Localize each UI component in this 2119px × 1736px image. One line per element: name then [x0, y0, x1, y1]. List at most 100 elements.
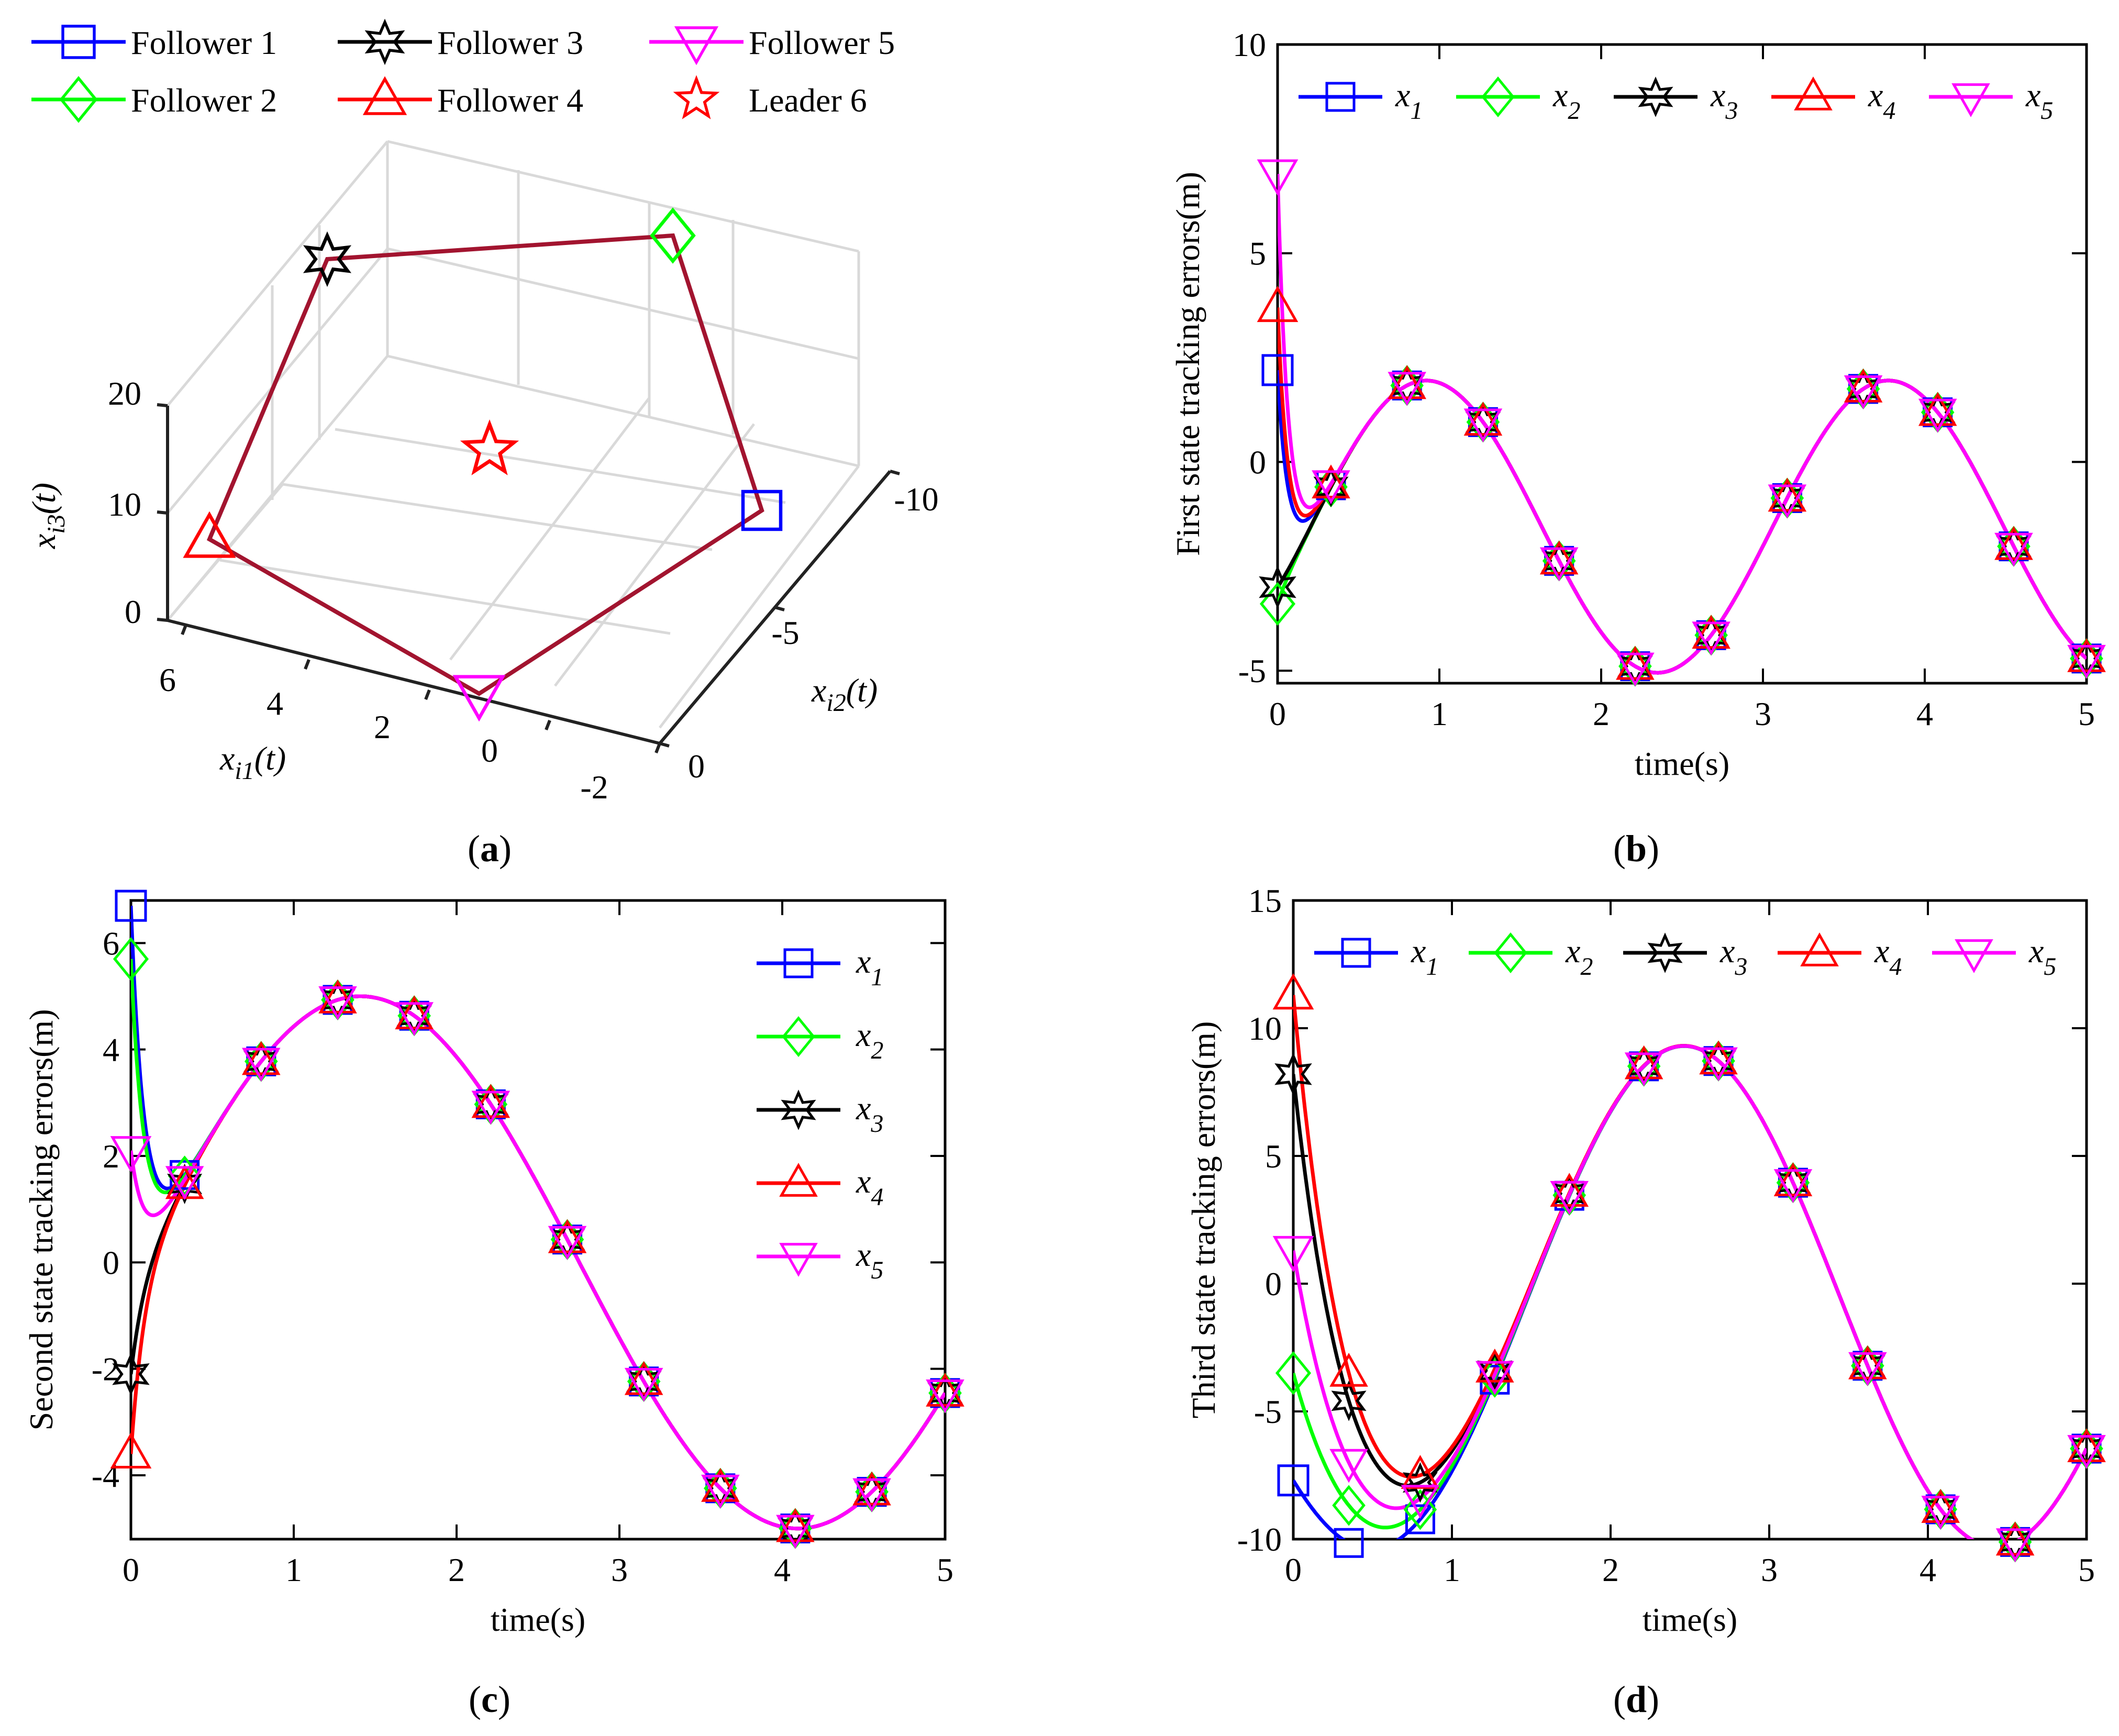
x-tick-label: 4: [1920, 1551, 1936, 1588]
data-marker-x5: [395, 1002, 434, 1037]
init-marker-x4: [1257, 285, 1299, 322]
x-tick-label: 3: [1761, 1551, 1778, 1588]
y-tick-label: 10: [1233, 26, 1266, 63]
data-marker-x1: [1334, 1528, 1364, 1558]
x-tick-label: 3: [1755, 695, 1771, 732]
marker-follower-2: [650, 207, 696, 264]
series-line-x5: [1293, 1044, 2087, 1539]
x-tick-label: 5: [2078, 1551, 2095, 1588]
data-marker-x4: [1995, 1521, 2035, 1556]
data-marker-x4: [1768, 477, 1807, 512]
data-marker-x4: [1616, 646, 1655, 680]
ylabel-arg: (t): [846, 672, 878, 709]
y-tick-label: 0: [1249, 443, 1266, 481]
data-marker-x4: [395, 995, 434, 1030]
plot-frame: [129, 899, 947, 1541]
legend-symbol: [1481, 76, 1515, 118]
data-marker-x5: [165, 1166, 204, 1200]
y-axis-label: Second state tracking errors(m): [23, 1009, 60, 1430]
xlabel-arg: (t): [254, 740, 286, 777]
data-marker-x4: [624, 1361, 663, 1395]
tick-y: -5: [771, 614, 799, 651]
legend-follower-2: Follower 2: [131, 82, 277, 119]
legend-label-sub: 2: [1580, 953, 1593, 981]
data-marker-x5: [624, 1367, 663, 1402]
x-tick-label: 1: [1444, 1551, 1460, 1588]
data-marker-x4: [318, 980, 357, 1014]
data-marker-x4: [1918, 392, 1957, 426]
data-marker-x5: [1692, 621, 1730, 656]
data-marker-x5: [1388, 372, 1426, 406]
y-tick-label: -2: [92, 1351, 119, 1388]
y-tick-label: 0: [1265, 1265, 1282, 1303]
y-tick-label: 4: [103, 1031, 119, 1069]
legend-follower-4: Follower 4: [437, 82, 583, 119]
init-marker-x3: [1259, 565, 1296, 609]
marker-follower-3: [303, 231, 352, 287]
x-tick-label: 3: [611, 1551, 628, 1588]
data-marker-x4: [1624, 1045, 1663, 1080]
legend-label-sub: 5: [2044, 953, 2056, 981]
legend-symbol: [1647, 932, 1683, 973]
data-marker-x5: [926, 1379, 964, 1414]
caption-d-letter: d: [1626, 1678, 1647, 1720]
x-tick-label: 0: [123, 1551, 139, 1588]
plot-frame: [1292, 899, 2088, 1541]
data-marker-x4: [548, 1219, 587, 1253]
data-marker-x4: [2067, 1428, 2106, 1462]
data-marker-x4: [776, 1508, 815, 1542]
data-marker-x5: [2067, 644, 2106, 679]
data-marker-x4: [1848, 1345, 1887, 1379]
curves: [1278, 174, 2087, 675]
data-marker-x5: [2067, 1435, 2106, 1469]
panel-a-3d-formation: 20 10 0 6 4 2 0 -2 -10 -5 0 xi3(t) xi1(t…: [25, 18, 939, 870]
data-marker-x5: [1401, 1485, 1440, 1519]
init-marker-x1: [115, 889, 147, 922]
x-tick-label: 4: [1916, 695, 1933, 732]
data-marker-x4: [1994, 526, 2033, 560]
data-marker-x5: [548, 1226, 587, 1260]
data-marker-x5: [318, 986, 357, 1020]
ylabel-var: x: [811, 672, 826, 709]
data-marker-x4: [1329, 1352, 1368, 1387]
data-marker-x1: [1405, 1504, 1435, 1534]
panel-a-ylabel: xi2(t): [811, 672, 878, 717]
legend-follower-1: Follower 1: [131, 24, 277, 61]
marker-leader-6: [460, 419, 519, 475]
legend-symbol: [674, 26, 719, 65]
y-tick-label: 5: [1249, 235, 1266, 272]
panel-a-axes: [157, 403, 900, 754]
data-marker-x4: [1475, 1348, 1514, 1383]
data-marker-x5: [1463, 408, 1503, 443]
legend-label-sub: 3: [1734, 953, 1747, 981]
data-marker-x5: [1995, 1528, 2035, 1563]
data-marker-x2: [1403, 1489, 1437, 1530]
y-tick-label: 5: [1265, 1138, 1282, 1175]
x-tick-label: 2: [1602, 1551, 1619, 1588]
init-marker-x4: [110, 1432, 152, 1469]
init-marker-x1: [1277, 1464, 1310, 1497]
data-marker-x4: [1550, 1173, 1589, 1207]
legend-label-sub: 4: [1889, 953, 1902, 981]
data-marker-x5: [1475, 1361, 1514, 1395]
y-tick-label: -10: [1237, 1521, 1282, 1558]
tick-x: 0: [481, 732, 498, 769]
legend-symbol: [59, 76, 98, 123]
panel-a-grid: [166, 140, 860, 729]
legend-label-sub: 1: [1426, 953, 1438, 981]
data-marker-x5: [1550, 1181, 1589, 1215]
y-axis-label: First state tracking errors(m): [1169, 172, 1206, 556]
legend-follower-3: Follower 3: [437, 24, 583, 61]
data-marker-x4: [1463, 402, 1503, 436]
caption-b: (b): [1613, 828, 1659, 870]
data-marker-x4: [1388, 365, 1426, 399]
y-tick-label: -5: [1254, 1393, 1282, 1430]
x-tick-label: 0: [1285, 1551, 1302, 1588]
legend-symbol: [1800, 932, 1839, 966]
legend-symbol: [1955, 939, 1993, 973]
legend-symbol: [1794, 76, 1833, 110]
init-marker-x2: [1259, 582, 1296, 626]
data-marker-x4: [926, 1373, 964, 1407]
legend-symbol: [1341, 938, 1371, 968]
